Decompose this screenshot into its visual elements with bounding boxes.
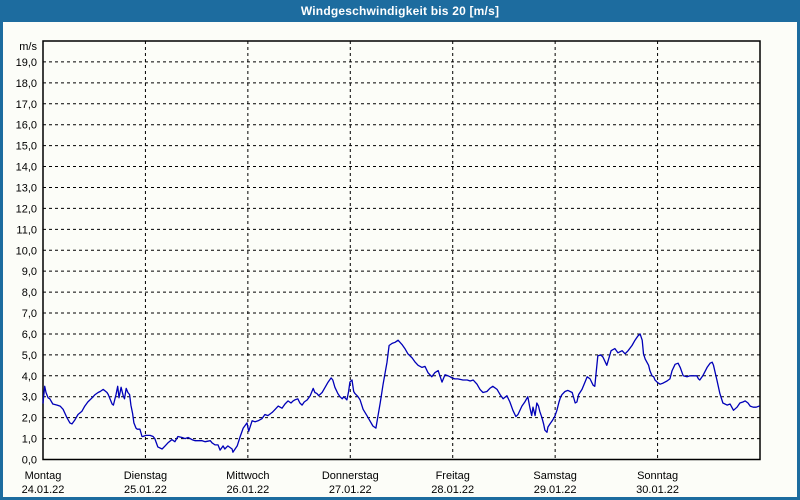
- y-axis-labels: 0,0 1,0 2,0 3,0 4,0 5,0 6,0 7,0 8,0 9,0 10,0 11,0 12…: [16, 41, 38, 467]
- gridlines: [43, 41, 760, 460]
- x-day-label: Samstag: [533, 470, 576, 482]
- y-tick-label: 6,0: [22, 329, 37, 341]
- plot-border: [42, 40, 761, 461]
- y-tick-label: 11,0: [16, 224, 37, 236]
- y-tick-label: 19,0: [16, 57, 37, 69]
- y-tick-label: 8,0: [22, 287, 37, 299]
- y-tick-label: 7,0: [22, 308, 37, 320]
- y-tick-label: 3,0: [22, 392, 37, 404]
- x-day-label: Donnerstag: [322, 470, 379, 482]
- x-date-label: 25.01.22: [124, 484, 167, 496]
- y-tick-label: 9,0: [22, 266, 37, 278]
- y-tick-label: 18,0: [16, 78, 37, 90]
- y-tick-label: 17,0: [16, 99, 37, 111]
- x-day-label: Montag: [25, 470, 62, 482]
- x-day-label: Freitag: [436, 470, 470, 482]
- y-tick-label: 5,0: [22, 350, 37, 362]
- y-tick-label: 14,0: [16, 162, 37, 174]
- x-date-label: 28.01.22: [431, 484, 474, 496]
- x-day-label: Mittwoch: [226, 470, 269, 482]
- x-date-label: 24.01.22: [22, 484, 65, 496]
- y-tick-label: 0,0: [22, 455, 37, 467]
- y-tick-label: 10,0: [16, 245, 37, 257]
- x-axis-labels: Montag 24.01.22 Dienstag 25.01.22 Mittwoch 26…: [22, 470, 679, 496]
- y-tick-label: 2,0: [22, 413, 37, 425]
- x-day-label: Sonntag: [637, 470, 678, 482]
- y-tick-label: 4,0: [22, 371, 37, 383]
- y-tick-label: 16,0: [16, 120, 37, 132]
- y-tick-label: 15,0: [16, 141, 37, 153]
- x-date-label: 29.01.22: [534, 484, 577, 496]
- wind-speed-line: [42, 333, 760, 453]
- x-day-label: Dienstag: [124, 470, 167, 482]
- x-date-label: 27.01.22: [329, 484, 372, 496]
- y-tick-label: 12,0: [16, 203, 37, 215]
- y-tick-label: 13,0: [16, 182, 37, 194]
- y-axis-unit-label: m/s: [19, 41, 37, 53]
- title-bar: Windgeschwindigkeit bis 20 [m/s]: [0, 0, 800, 22]
- x-date-label: 30.01.22: [636, 484, 679, 496]
- x-date-label: 26.01.22: [226, 484, 269, 496]
- window-title: Windgeschwindigkeit bis 20 [m/s]: [300, 4, 500, 18]
- y-tick-label: 1,0: [22, 434, 37, 446]
